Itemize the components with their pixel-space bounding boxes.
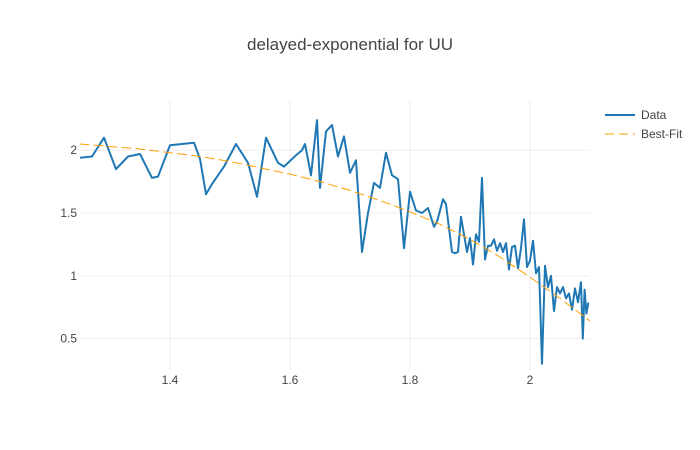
legend-label: Data (641, 108, 667, 122)
chart-title: delayed-exponential for UU (247, 35, 453, 54)
plot-area (80, 119, 590, 365)
y-tick-label: 1.5 (60, 206, 77, 220)
series-data-line[interactable] (80, 119, 590, 365)
tick-labels: 1.4 1.6 1.8 2 0.5 1 1.5 2 (60, 143, 533, 387)
series-layer (80, 119, 590, 365)
x-tick-label: 2 (527, 373, 534, 387)
y-tick-label: 2 (70, 143, 77, 157)
legend-item[interactable]: Best-Fit (605, 127, 683, 141)
y-tick-label: 1 (70, 269, 77, 283)
x-tick-label: 1.4 (162, 373, 179, 387)
y-tick-label: 0.5 (60, 332, 77, 346)
legend-item[interactable]: Data (605, 108, 667, 122)
x-tick-label: 1.8 (402, 373, 419, 387)
legend[interactable]: Data Best-Fit (605, 108, 683, 141)
legend-label: Best-Fit (641, 127, 683, 141)
series-best-fit-line[interactable] (80, 143, 590, 322)
gridlines (80, 100, 590, 370)
x-tick-label: 1.6 (282, 373, 299, 387)
